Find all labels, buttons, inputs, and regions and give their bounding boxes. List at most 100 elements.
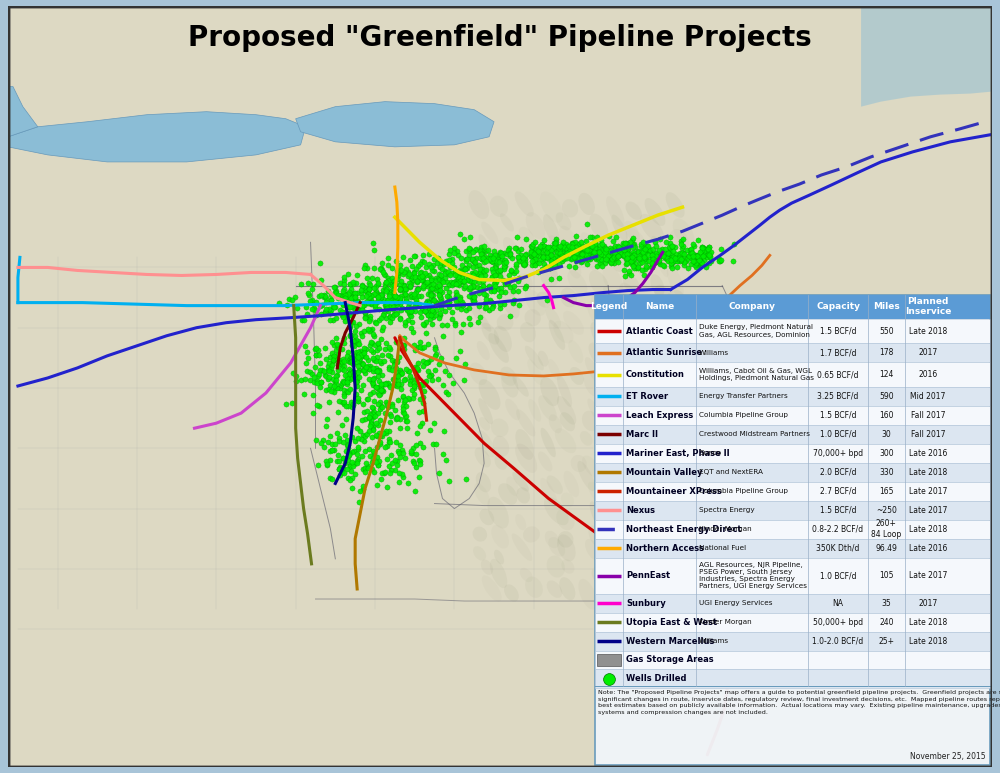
Point	[557, 250, 573, 263]
Point	[630, 261, 646, 274]
Point	[690, 258, 706, 271]
Point	[330, 289, 346, 301]
Point	[336, 332, 352, 345]
Ellipse shape	[578, 579, 597, 610]
Point	[360, 460, 376, 472]
Point	[370, 338, 386, 350]
Point	[342, 353, 358, 366]
Point	[361, 325, 377, 337]
Point	[386, 288, 402, 301]
Point	[421, 297, 437, 309]
Ellipse shape	[473, 546, 486, 560]
Point	[614, 242, 630, 254]
Point	[345, 291, 361, 303]
Point	[375, 293, 391, 305]
Point	[465, 253, 481, 265]
Point	[565, 250, 581, 263]
Point	[625, 249, 641, 261]
Point	[638, 260, 654, 272]
Point	[445, 277, 461, 289]
Point	[700, 243, 716, 255]
Point	[335, 353, 351, 366]
Point	[377, 342, 393, 355]
Point	[445, 376, 461, 389]
Point	[454, 259, 470, 271]
Point	[370, 365, 386, 377]
Point	[464, 254, 480, 266]
Point	[355, 480, 371, 492]
Point	[404, 275, 420, 288]
Point	[321, 365, 337, 377]
Point	[356, 325, 372, 337]
Point	[452, 293, 468, 305]
Point	[365, 445, 381, 458]
Point	[503, 265, 519, 278]
Point	[344, 445, 360, 458]
Point	[334, 342, 350, 355]
Point	[384, 284, 400, 297]
Point	[684, 247, 700, 259]
Point	[420, 308, 436, 321]
Point	[397, 288, 413, 301]
Point	[531, 242, 547, 254]
Point	[416, 256, 432, 268]
Point	[602, 255, 618, 267]
Point	[375, 266, 391, 278]
Point	[351, 356, 367, 368]
Point	[356, 345, 372, 357]
Point	[459, 262, 475, 274]
Point	[362, 339, 378, 351]
Point	[343, 465, 359, 478]
Point	[362, 387, 378, 400]
Point	[380, 376, 396, 389]
Point	[681, 250, 697, 263]
Point	[370, 386, 386, 399]
Point	[365, 408, 381, 421]
Point	[330, 363, 346, 376]
Point	[391, 351, 407, 363]
Point	[406, 382, 422, 394]
Ellipse shape	[469, 363, 487, 385]
Point	[676, 255, 692, 267]
Point	[651, 254, 667, 266]
Ellipse shape	[603, 286, 619, 312]
Point	[347, 330, 363, 342]
Point	[363, 295, 379, 307]
Point	[344, 373, 360, 385]
Point	[403, 305, 419, 318]
Point	[465, 261, 481, 274]
Point	[378, 427, 394, 439]
Point	[373, 357, 389, 369]
Point	[414, 342, 430, 354]
Point	[574, 250, 590, 262]
Point	[528, 243, 544, 256]
Point	[567, 251, 583, 264]
Point	[542, 248, 558, 261]
Point	[658, 250, 674, 263]
Point	[368, 381, 384, 393]
Point	[392, 312, 408, 325]
Point	[696, 254, 712, 266]
Point	[547, 241, 563, 254]
Point	[455, 318, 471, 330]
Point	[562, 240, 578, 253]
Point	[350, 391, 366, 404]
Point	[464, 276, 480, 288]
Point	[349, 295, 365, 307]
Point	[619, 238, 635, 250]
Point	[373, 380, 389, 392]
Point	[567, 261, 583, 273]
Point	[406, 288, 422, 301]
Point	[377, 378, 393, 390]
Point	[579, 258, 595, 271]
Point	[380, 271, 396, 284]
Point	[329, 369, 345, 381]
Point	[688, 257, 704, 270]
Point	[428, 272, 444, 284]
Point	[361, 363, 377, 375]
Point	[323, 294, 339, 306]
Point	[496, 256, 512, 268]
Point	[566, 244, 582, 257]
Point	[616, 249, 632, 261]
Ellipse shape	[580, 431, 592, 446]
